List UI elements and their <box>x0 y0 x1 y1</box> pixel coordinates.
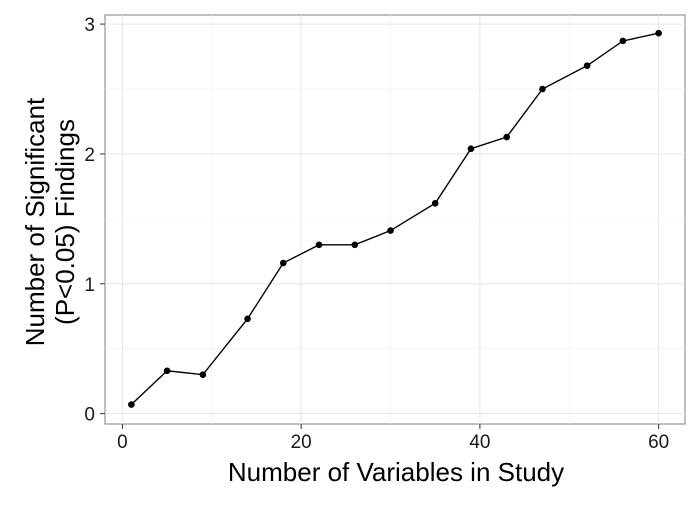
series-layer <box>128 29 662 408</box>
data-point <box>199 371 207 378</box>
x-axis-label: Number of Variables in Study <box>228 457 564 487</box>
y-tick-label: 1 <box>84 275 95 296</box>
x-tick-label: 0 <box>117 432 128 453</box>
data-point <box>128 401 135 408</box>
data-point <box>431 199 439 207</box>
plot-panel <box>104 14 686 425</box>
data-point <box>655 29 662 37</box>
major-gridlines <box>105 15 685 424</box>
data-point <box>539 85 546 93</box>
data-point <box>387 227 394 234</box>
data-point <box>351 241 359 249</box>
data-point <box>619 37 627 45</box>
y-tick-label: 2 <box>84 145 95 166</box>
y-tick-label: 0 <box>84 405 95 426</box>
data-point <box>163 367 171 375</box>
x-tick-label: 60 <box>648 432 669 453</box>
y-axis: 0 1 2 3 <box>84 15 105 426</box>
y-axis-label: Number of Significant (P<0.05) Findings <box>20 97 80 346</box>
data-point <box>583 62 591 69</box>
y-axis-label-line-2: (P<0.05) Findings <box>50 119 80 325</box>
y-axis-label-line-1: Number of Significant <box>20 97 50 346</box>
data-point <box>503 133 511 141</box>
x-axis: 0 20 40 60 <box>117 424 669 453</box>
x-tick-label: 20 <box>291 432 312 453</box>
data-point <box>244 315 251 323</box>
data-point <box>315 241 323 249</box>
x-tick-label: 40 <box>469 432 490 453</box>
y-tick-label: 3 <box>84 15 95 36</box>
data-point <box>279 259 287 267</box>
data-point <box>467 145 475 153</box>
minor-gridlines <box>105 15 685 424</box>
